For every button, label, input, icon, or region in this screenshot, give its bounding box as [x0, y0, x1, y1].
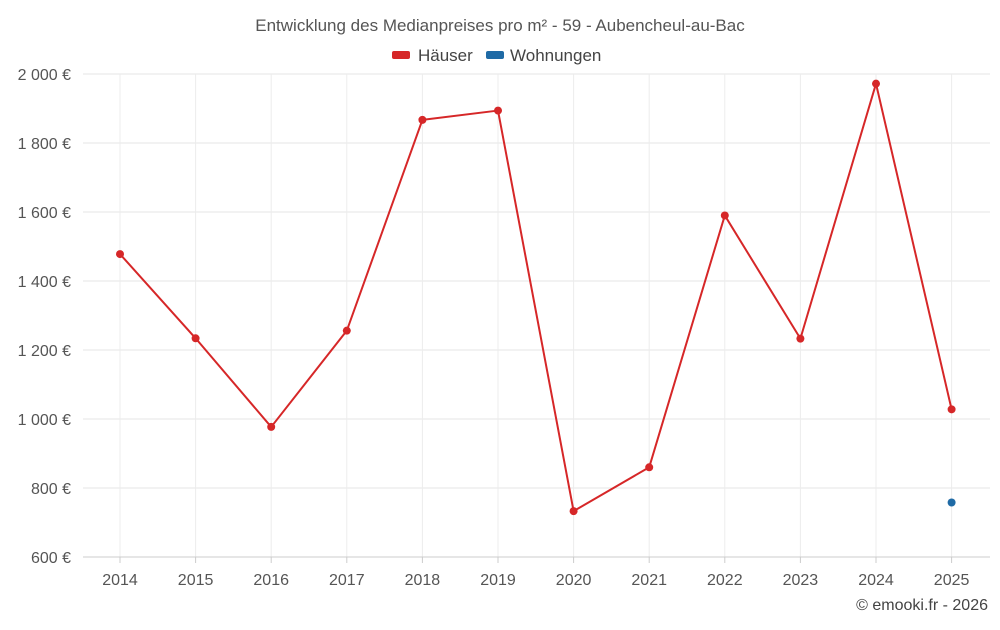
x-tick-label: 2018: [405, 572, 441, 589]
x-tick-label: 2023: [783, 572, 819, 589]
x-tick-label: 2021: [631, 572, 667, 589]
x-tick-label: 2017: [329, 572, 365, 589]
legend-label-haeuser: Häuser: [418, 46, 473, 65]
data-point[interactable]: [418, 115, 427, 124]
data-point[interactable]: [645, 463, 654, 472]
data-point[interactable]: [947, 405, 956, 414]
y-tick-label: 2 000 €: [18, 67, 71, 84]
axes: 600 € 800 € 1 000 € 1 200 € 1 400 € 1 600 € 1 …: [18, 67, 990, 589]
x-tick-label: 2025: [934, 572, 970, 589]
data-point[interactable]: [494, 106, 502, 115]
data-point[interactable]: [947, 498, 956, 507]
legend-label-wohnungen: Wohnungen: [510, 46, 601, 65]
y-tick-label: 1 000 €: [18, 412, 71, 429]
y-tick-label: 1 400 €: [18, 274, 71, 291]
data-point[interactable]: [872, 79, 880, 88]
y-tick-label: 1 200 €: [18, 343, 71, 360]
data-point[interactable]: [267, 422, 276, 431]
data-point[interactable]: [569, 507, 578, 516]
chart-title: Entwicklung des Medianpreises pro m² - 5…: [255, 16, 745, 35]
legend-swatch-haeuser: [392, 51, 410, 59]
x-tick-label: 2022: [707, 572, 743, 589]
grid: [83, 73, 990, 558]
y-tick-label: 600 €: [31, 550, 71, 567]
x-tick-label: 2016: [253, 572, 289, 589]
x-tick-label: 2014: [102, 572, 138, 589]
y-tick-label: 1 800 €: [18, 136, 71, 153]
x-tick-label: 2019: [480, 572, 516, 589]
data-point[interactable]: [116, 250, 124, 259]
legend-swatch-wohnungen: [486, 51, 504, 59]
data-point[interactable]: [720, 211, 729, 220]
data-point[interactable]: [342, 326, 351, 335]
series-line-0: [119, 82, 953, 513]
x-tick-label: 2024: [858, 572, 894, 589]
legend: Häuser Wohnungen: [392, 46, 601, 65]
y-tick-label: 800 €: [31, 481, 71, 498]
data-point[interactable]: [796, 334, 805, 343]
y-tick-label: 1 600 €: [18, 205, 71, 222]
data-point[interactable]: [191, 334, 200, 343]
x-tick-label: 2020: [556, 572, 592, 589]
credit-text: © emooki.fr - 2026: [856, 597, 988, 614]
x-tick-label: 2015: [178, 572, 214, 589]
series: [116, 79, 956, 516]
